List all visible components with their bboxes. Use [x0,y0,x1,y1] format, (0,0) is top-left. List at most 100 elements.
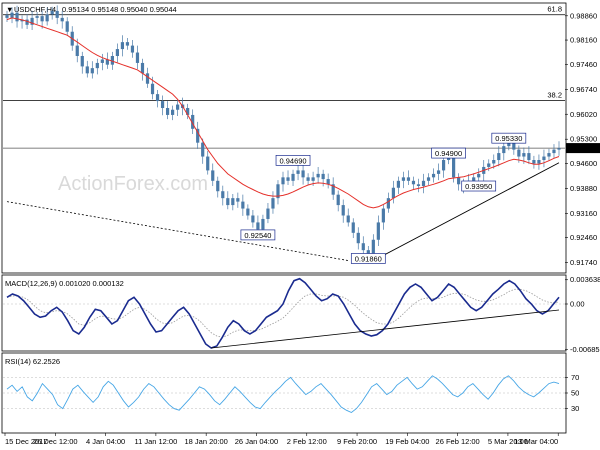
candle-body [256,222,260,230]
candle-body [266,208,270,219]
price-tick-label: 0.95300 [570,135,597,144]
candle-body [356,232,360,244]
candle-body [517,149,521,157]
price-annotation-label: 0.95330 [495,134,522,143]
candle-body [120,42,125,50]
candle-body [261,218,265,230]
fib-level-label: 61.8 [547,5,562,14]
price-annotation-box [275,155,311,166]
candle-body [472,177,476,181]
candle-body [40,16,44,22]
candle-body [160,101,165,109]
candle-body [296,170,300,174]
candle-body [537,160,541,164]
candle-body [371,239,375,254]
candle-body [115,49,119,57]
candle-body [251,215,255,223]
main-panel-frame [1,2,567,274]
candle-body [246,208,250,216]
candle-body [140,62,145,74]
x-tick-label: 5 Mar 20:00 [488,437,528,446]
candle-body [336,194,340,206]
support-trendline [368,162,560,264]
price-tick-label: 0.97460 [570,60,597,69]
x-tick-label: 19 Feb 04:00 [385,437,429,446]
candle-body [426,177,431,181]
macd-tick-label: -0.006856 [570,345,600,354]
candle-body [75,45,79,57]
macd-tick-label: 0.003638 [570,275,600,284]
candle-body [386,198,390,209]
candle-body [80,56,84,67]
candle-body [512,142,516,150]
candle-body [5,15,9,18]
price-tick-label: 0.93880 [570,184,597,193]
price-annotation-box [240,229,276,241]
candle-body [25,19,29,25]
macd-signal-line [6,288,560,338]
candle-body [201,142,205,157]
rsi-tick-label: 70 [571,373,579,382]
candle-body [20,19,24,22]
candle-body [411,180,416,185]
candle-body [226,198,230,206]
candle-body [221,191,225,199]
candle-body [90,68,94,74]
candle-body [60,17,64,22]
price-tick-label: 0.93160 [570,209,597,218]
candle-body [321,173,325,180]
candle-body [507,142,511,147]
candle-body [241,201,245,209]
candle-body [95,62,99,69]
candle-body [85,66,89,74]
candle-body [105,59,109,65]
candle-body [216,180,220,192]
candle-body [306,177,310,181]
x-tick-label: 26 Feb 12:00 [436,437,480,446]
candle-body [236,198,240,202]
price-panel: 0.98860 0.98160 0.97460 0.96740 0.96020 0.953… [3,5,600,267]
candle-body [231,198,235,206]
candle-body [547,153,551,157]
candle-body [110,56,114,65]
candle-body [171,109,175,115]
candle-body [291,173,295,181]
rsi-tick-label: 30 [571,404,579,413]
candle-body [301,170,305,178]
x-tick-label: 15 Dec 2017 [5,437,48,446]
candle-body [211,170,215,181]
candle-body [477,173,481,178]
candle-body [527,153,531,161]
candle-body [276,184,280,199]
current-price-box [566,143,600,154]
price-tick-label: 0.96020 [570,110,597,119]
candle-body [165,108,170,115]
candle-body [416,184,421,187]
candle-body [497,153,501,161]
x-tick-label: 26 Jan 04:00 [235,437,278,446]
price-tick-label: 0.96740 [570,85,597,94]
price-annotation-label: 0.91860 [355,254,382,263]
candle-body [191,114,195,129]
header-symbol: USDCHF,H4 [14,5,56,14]
price-annotation-box [491,132,527,144]
macd-trendline [211,309,560,349]
macd-tick-label: 0.00 [570,300,585,309]
candle-body [135,52,140,63]
candle-body [341,205,345,216]
candle-body [346,215,350,223]
candle-body [206,156,210,171]
price-tick-label: 0.92460 [570,233,597,242]
candle-body [50,10,54,15]
candle-body [331,184,335,195]
rsi-panel: 70 50 30 [3,373,579,413]
candle-body [522,153,526,157]
candle-body [130,45,135,53]
price-annotation-box [461,180,497,192]
candle-body [452,156,456,178]
candle-body [155,94,160,102]
candle-body [552,149,556,154]
candle-body [381,208,385,223]
rsi-tick-label: 50 [571,389,579,398]
